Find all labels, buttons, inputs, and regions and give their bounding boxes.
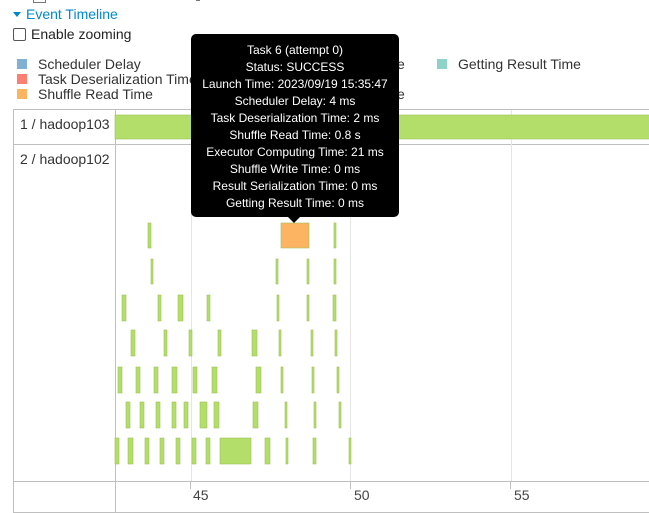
enable-zooming-row[interactable]: Enable zooming [13,26,131,42]
axis-tick [350,481,351,489]
legend-swatch [437,59,447,69]
legend-swatch [17,89,27,99]
tooltip-line: Executor Computing Time: 21 ms [206,145,384,159]
event-timeline-title: Event Timeline [26,6,118,22]
tooltip-line: Task Deserialization Time: 2 ms [210,111,380,125]
legend-swatch [17,74,27,84]
legend-label: Getting Result Time [458,56,581,72]
legend-label: Task Deserialization Time [38,71,197,87]
tooltip-line: Task 6 (attempt 0) [246,43,344,57]
gridline [511,110,512,481]
enable-zooming-checkbox[interactable] [13,27,26,41]
legend-getting-result: Getting Result Time [437,56,581,72]
legend-swatch [17,59,27,69]
tooltip-line: Launch Time: 2023/09/19 15:35:47 [202,77,388,91]
caret-down-icon [13,12,21,17]
checkbox-partial[interactable] [33,0,46,3]
tooltip-arrow [288,217,300,223]
axis-tick-label-55: 55 [514,487,530,503]
gridline [350,110,351,481]
task-tooltip: Task 6 (attempt 0) Status: SUCCESS Launc… [191,34,399,223]
axis-tick-label-50: 50 [354,487,370,503]
tooltip-line: Result Serialization Time: 0 ms [212,179,378,193]
label-column-divider [115,110,116,512]
group-label-hadoop103: 1 / hadoop103 [20,116,110,132]
legend-label: e [397,86,405,102]
axis-tick [190,481,191,489]
axis-top-line [14,481,649,482]
legend-task-deserialization: Task Deserialization Time [17,71,197,87]
axis-tick-label-45: 45 [193,487,209,503]
axis-tick [510,481,511,489]
tooltip-line: Shuffle Write Time: 0 ms [229,162,361,176]
tooltip-line: Shuffle Read Time: 0.8 s [229,128,361,142]
legend-shuffle-write-partial: e [397,86,405,102]
gridline [191,110,192,481]
tooltip-line: Scheduler Delay: 4 ms [234,94,356,108]
group-label-hadoop102: 2 / hadoop102 [20,151,110,167]
legend-executor-computing-partial: e [397,56,405,72]
tooltip-line: Getting Result Time: 0 ms [225,196,365,210]
legend-scheduler-delay: Scheduler Delay [17,56,141,72]
enable-zooming-label: Enable zooming [31,26,132,42]
event-timeline-toggle[interactable]: Event Timeline [13,6,118,22]
legend-shuffle-read: Shuffle Read Time [17,86,153,102]
tooltip-line: Status: SUCCESS [245,60,345,74]
partial-glyph [196,0,200,1]
legend-label: Scheduler Delay [38,56,141,72]
legend-label: Shuffle Read Time [38,86,153,102]
legend-label: e [397,56,405,72]
